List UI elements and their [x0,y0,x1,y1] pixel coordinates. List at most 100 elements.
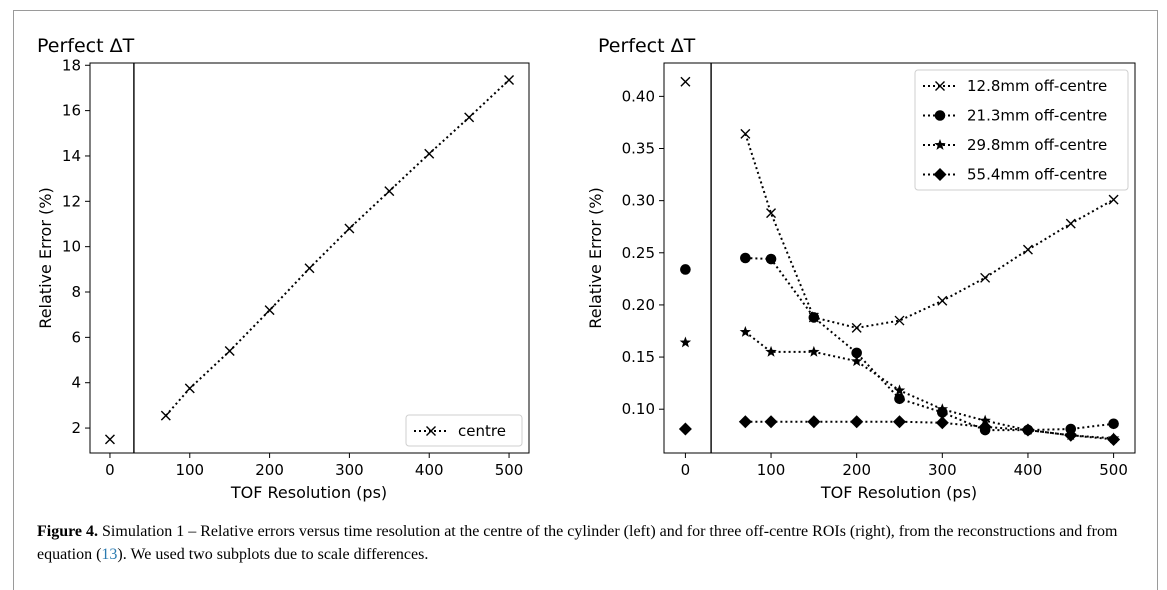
data-point-1-3-2 [807,415,821,429]
x-tick-label-1-2: 200 [842,461,871,479]
data-point-1-0-6 [980,272,991,283]
reference-point-1-1 [680,264,691,275]
y-tick-label-1-3: 0.25 [622,244,655,262]
right-y-axis-label: Relative Error (%) [586,187,605,328]
data-point-0-0-9 [504,75,515,86]
data-point-0-0-4 [304,263,315,274]
data-point-1-3-9 [1107,432,1121,446]
x-tick-label-0-2: 200 [255,461,284,479]
data-point-1-0-3 [851,322,862,333]
series-line-1-3 [745,420,1114,441]
y-tick-label-1-0: 0.10 [622,400,655,418]
y-tick-label-0-8: 18 [62,56,81,74]
plot-area-frame-0 [89,62,530,454]
legend-marker-1-0 [935,81,945,91]
data-point-1-1-1 [765,253,777,265]
x-tick-label-0-4: 400 [415,461,444,479]
data-point-1-1-9 [1108,418,1119,430]
right-subplot-title: Perfect ΔT [598,35,696,57]
y-tick-label-0-2: 6 [71,328,81,346]
data-point-1-2-0 [739,326,752,337]
right-subplot: Perfect ΔT 0 100 200 300 400 500 0.10 0.15 0.20 0… [586,35,1136,502]
equation-reference-link[interactable]: 13 [101,546,118,563]
y-tick-label-1-5: 0.35 [622,140,655,158]
legend-marker-1-2 [934,139,946,150]
data-point-1-2-5 [936,403,949,415]
x-tick-label-0-1: 100 [175,461,204,479]
y-tick-label-0-5: 12 [62,192,81,210]
data-point-0-0-8 [464,112,475,123]
legend-label-1-1: 21.3mm off-centre [967,107,1107,125]
x-tick-label-1-4: 400 [1014,461,1043,479]
data-point-1-1-4 [894,393,905,405]
data-point-1-0-1 [766,208,777,219]
caption-label: Figure 4. [37,523,99,540]
data-point-1-0-9 [1108,194,1119,205]
left-x-axis-label: TOF Resolution (ps) [230,483,387,502]
data-point-1-3-1 [764,415,778,429]
y-tick-label-0-0: 2 [71,419,81,437]
page-frame [13,10,1158,590]
left-y-axis-label: Relative Error (%) [36,187,55,328]
caption-text-end: ). We used two subplots due to scale dif… [117,546,429,563]
data-point-0-0-5 [344,223,355,234]
x-tick-label-1-5: 500 [1099,461,1128,479]
legend-label-1-3: 55.4mm off-centre [967,166,1107,184]
right-x-axis-label: TOF Resolution (ps) [820,483,977,502]
x-tick-label-0-5: 500 [495,461,524,479]
data-point-1-2-4 [893,384,906,396]
data-point-1-0-5 [937,295,948,306]
figure-caption: Figure 4. Simulation 1 – Relative errors… [37,520,1137,566]
data-point-0-0-0 [160,410,171,421]
legend-label-1-0: 12.8mm off-centre [967,77,1107,95]
data-point-1-0-4 [894,315,905,326]
legend-marker-1-3 [933,168,947,181]
reference-point-0-0 [104,434,115,445]
figure: Perfect ΔT 0 100 200 300 400 500 2 4 6 8 10 12 14 16 1… [36,35,1136,502]
left-subplot: Perfect ΔT 0 100 200 300 400 500 2 4 6 8 10 12 14 16 1… [36,35,530,502]
data-point-0-0-2 [224,345,235,356]
reference-point-1-2 [679,336,692,348]
y-tick-label-0-3: 8 [71,283,81,301]
data-point-1-0-8 [1065,218,1076,229]
data-point-1-3-5 [935,416,949,430]
data-point-1-3-8 [1064,428,1078,442]
legend-marker-0-0 [426,426,436,436]
data-point-1-1-0 [740,252,751,264]
data-point-0-0-3 [264,305,275,316]
data-point-1-3-3 [850,415,864,429]
x-tick-label-0-0: 0 [105,461,115,479]
y-tick-label-0-1: 4 [71,374,81,392]
x-tick-label-1-0: 0 [681,461,691,479]
y-tick-label-0-6: 14 [62,147,81,165]
series-line-0-0 [165,79,510,417]
legend-label-0-0: centre [458,422,506,440]
reference-point-1-3 [678,422,692,436]
y-tick-label-1-4: 0.30 [622,192,655,210]
left-subplot-title: Perfect ΔT [37,35,135,57]
data-point-1-2-2 [808,345,820,357]
data-point-1-2-6 [979,414,991,426]
y-tick-label-0-7: 16 [62,102,81,120]
series-line-1-1 [745,257,1114,432]
data-point-1-1-3 [851,347,862,359]
reference-point-1-0 [680,76,691,87]
data-point-1-3-4 [893,415,906,429]
x-tick-label-1-3: 300 [928,461,957,479]
legend-box-1 [914,69,1129,191]
series-line-1-0 [744,133,1115,329]
data-point-0-0-1 [184,383,195,394]
y-tick-label-1-6: 0.40 [622,87,655,105]
x-tick-label-0-3: 300 [335,461,364,479]
data-point-0-0-6 [384,186,395,197]
legend-label-1-2: 29.8mm off-centre [967,136,1107,154]
data-point-1-0-7 [1022,244,1033,255]
legend-box-0 [405,414,523,447]
data-point-1-2-3 [850,355,863,367]
data-point-1-3-0 [738,415,752,429]
y-tick-label-1-2: 0.20 [622,296,655,314]
data-point-1-3-7 [1021,423,1035,437]
y-tick-label-0-4: 10 [62,238,81,256]
y-tick-label-1-1: 0.15 [622,348,655,366]
data-point-0-0-7 [424,148,435,159]
